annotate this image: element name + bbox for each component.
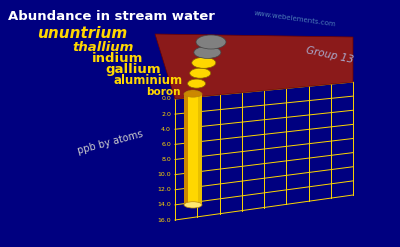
Text: Abundance in stream water: Abundance in stream water: [8, 10, 215, 23]
Text: 2.0: 2.0: [161, 112, 171, 117]
Text: indium: indium: [92, 53, 144, 65]
Text: Group 13: Group 13: [305, 45, 355, 65]
Bar: [198, 94, 202, 205]
Bar: [188, 94, 198, 205]
Ellipse shape: [194, 46, 221, 58]
Text: 4.0: 4.0: [161, 127, 171, 132]
Text: thallium: thallium: [72, 41, 134, 55]
Text: 6.0: 6.0: [161, 142, 171, 147]
Ellipse shape: [196, 35, 226, 49]
Text: 8.0: 8.0: [161, 157, 171, 162]
Text: ppb by atoms: ppb by atoms: [76, 128, 144, 156]
Text: gallium: gallium: [105, 63, 161, 77]
Text: 0.0: 0.0: [161, 97, 171, 102]
Text: boron: boron: [146, 87, 180, 97]
Text: aluminium: aluminium: [114, 75, 182, 87]
Ellipse shape: [185, 90, 201, 98]
Text: 12.0: 12.0: [157, 187, 171, 192]
Text: 10.0: 10.0: [157, 172, 171, 177]
Ellipse shape: [184, 202, 202, 208]
Polygon shape: [155, 34, 353, 99]
Text: www.webelements.com: www.webelements.com: [254, 10, 336, 28]
Ellipse shape: [184, 91, 202, 97]
Text: 16.0: 16.0: [157, 218, 171, 223]
Ellipse shape: [192, 57, 216, 68]
Text: 14.0: 14.0: [157, 202, 171, 207]
Text: ununtrium: ununtrium: [37, 26, 127, 41]
Ellipse shape: [190, 68, 211, 78]
Bar: [184, 94, 188, 205]
Ellipse shape: [188, 79, 206, 88]
